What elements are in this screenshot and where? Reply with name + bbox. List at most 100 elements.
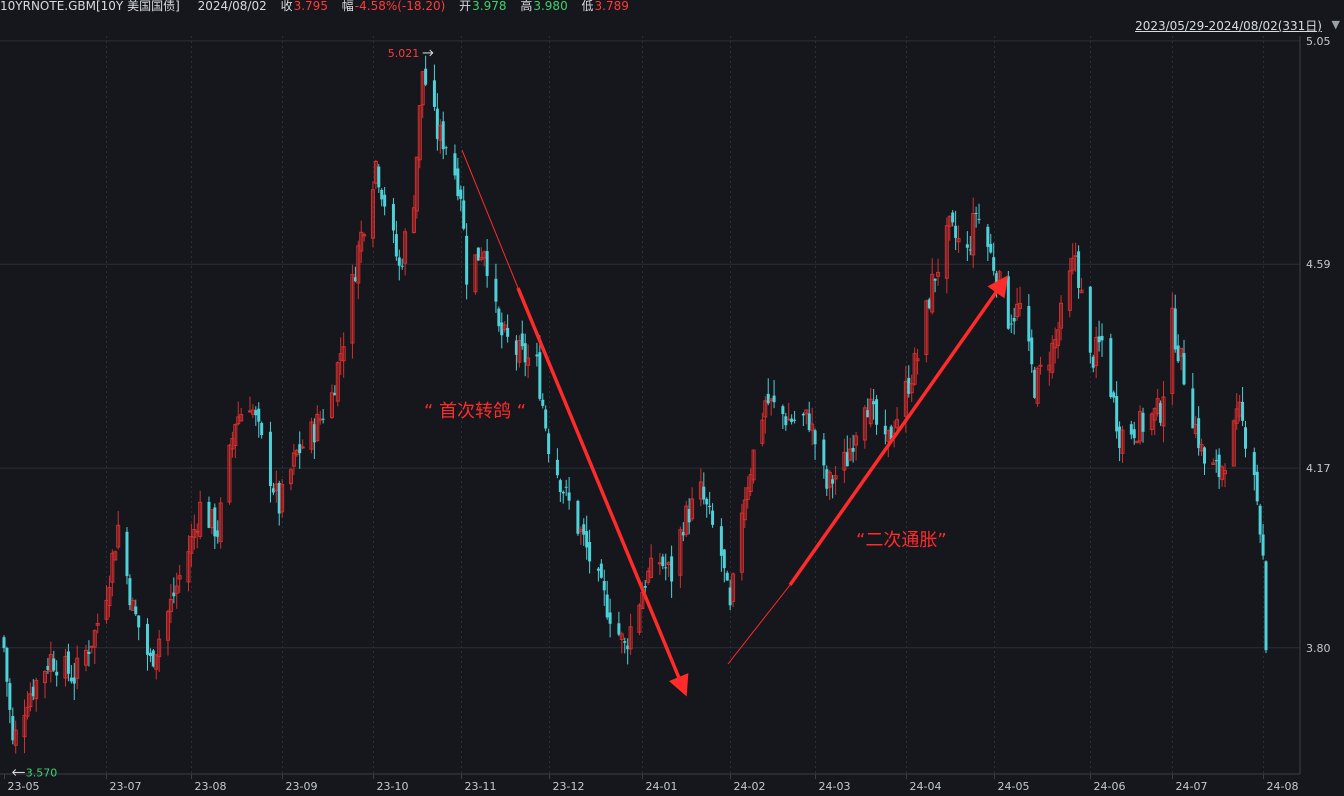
- candle: [502, 321, 507, 333]
- candle: [145, 618, 149, 671]
- candle-body: [848, 448, 853, 461]
- candle-body: [866, 410, 870, 418]
- candle: [567, 477, 571, 510]
- candle-body: [218, 502, 223, 543]
- candle: [353, 266, 357, 283]
- candle-body: [786, 418, 791, 421]
- candle-body: [1097, 336, 1101, 343]
- candle: [157, 629, 162, 673]
- candle: [617, 611, 621, 637]
- candle: [216, 520, 220, 544]
- x-tick-label: 23-11: [465, 780, 497, 793]
- x-tick-label: 23-10: [377, 780, 409, 793]
- candle: [1079, 277, 1084, 294]
- candle-body: [403, 231, 408, 264]
- candle: [277, 480, 281, 526]
- candle-body: [291, 452, 296, 467]
- candle: [432, 64, 436, 111]
- candle: [1252, 447, 1256, 491]
- candle: [1217, 448, 1221, 489]
- x-tick-label: 24-02: [734, 780, 766, 793]
- candle: [1170, 292, 1175, 406]
- candle: [912, 347, 917, 386]
- annotations-layer: 5.021 3.570 “ 首次转鸽 “ “二次通胀”: [12, 47, 1009, 779]
- candle-body: [420, 71, 425, 106]
- candle: [862, 405, 867, 449]
- candle: [1077, 245, 1081, 299]
- candle-body: [1182, 353, 1186, 385]
- candle-body: [271, 488, 275, 493]
- candle: [1094, 326, 1099, 379]
- candle: [517, 335, 522, 368]
- candle: [602, 569, 606, 606]
- candle-body: [558, 480, 562, 492]
- candle: [288, 467, 293, 491]
- candle: [192, 514, 197, 550]
- date-range-selector[interactable]: 2023/05/29-2024/08/02(331日): [1135, 19, 1322, 33]
- candle-body: [930, 273, 935, 313]
- candle: [833, 465, 838, 495]
- candle: [104, 585, 109, 624]
- candle-body: [473, 254, 478, 293]
- candle: [751, 449, 756, 484]
- candle: [810, 407, 815, 446]
- candle: [154, 654, 159, 680]
- candle: [72, 662, 76, 701]
- candle-body: [321, 418, 325, 420]
- candle: [520, 320, 524, 350]
- candle-body: [72, 677, 76, 684]
- candle-body: [1149, 413, 1154, 430]
- candle-body: [356, 245, 361, 284]
- candle-body: [476, 247, 480, 261]
- candle: [1258, 503, 1262, 543]
- candle: [257, 402, 261, 438]
- candle: [825, 465, 829, 496]
- candle-body: [494, 278, 498, 302]
- candle: [909, 374, 914, 402]
- candle: [872, 388, 876, 420]
- candle: [125, 527, 129, 585]
- candle-body: [312, 424, 316, 443]
- candle-body: [702, 486, 706, 500]
- candle-body: [585, 531, 589, 548]
- candle: [1112, 390, 1116, 403]
- x-tick-label: 24-07: [1176, 780, 1208, 793]
- candle-body: [128, 578, 132, 606]
- candle: [514, 335, 518, 371]
- candle: [585, 515, 589, 560]
- candle-body: [678, 529, 683, 576]
- candle: [827, 469, 832, 500]
- dropdown-triangle-icon[interactable]: ▼: [1331, 18, 1340, 31]
- candle: [186, 535, 191, 592]
- candle-body: [567, 492, 571, 501]
- symbol-label[interactable]: 10YRNOTE.GBM[10Y 美国国债]: [0, 0, 180, 13]
- candle-body: [479, 257, 484, 261]
- candle-body: [523, 343, 527, 363]
- candle: [1132, 421, 1136, 445]
- candle: [218, 497, 223, 549]
- x-tick-label: 23-05: [8, 780, 40, 793]
- candle: [1015, 287, 1020, 321]
- candle-body: [705, 498, 709, 505]
- candle: [462, 186, 466, 231]
- candle-body: [198, 501, 203, 537]
- candle-body: [151, 650, 155, 667]
- candle: [1097, 320, 1101, 352]
- candle-body: [1135, 440, 1140, 444]
- candle: [666, 561, 671, 577]
- candle: [31, 679, 35, 701]
- candle-body: [1241, 401, 1245, 421]
- candle: [708, 491, 712, 515]
- candle: [110, 549, 115, 597]
- candle: [936, 258, 941, 286]
- candle-body: [1035, 367, 1040, 404]
- candle: [116, 510, 121, 550]
- candle-body: [172, 592, 176, 597]
- candles-layer: [2, 55, 1268, 754]
- open-value: 3.978: [472, 0, 507, 13]
- candle-body: [564, 486, 568, 488]
- candle: [564, 479, 568, 496]
- candle: [213, 503, 217, 549]
- candle: [172, 577, 176, 604]
